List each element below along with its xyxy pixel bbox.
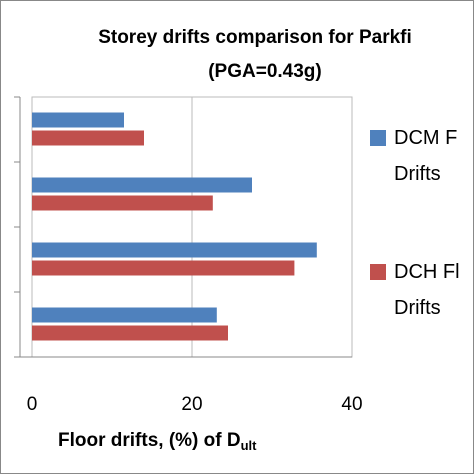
legend-entry: DCH Fl Drifts [394,261,460,319]
bar [32,325,228,341]
bar [32,112,124,128]
x-tick-label: 0 [27,394,38,415]
legend-swatch [370,130,386,146]
x-axis-label-main: Floor drifts, (%) of D [58,430,241,451]
bar [32,242,317,258]
x-axis-label: Floor drifts, (%) of Dult [58,430,257,453]
legend-label: DCH Fl Drifts [394,261,460,319]
legend-entry: DCM F Drifts [394,127,458,185]
bar [32,130,144,146]
x-tick-label: 20 [181,394,202,415]
legend-label: DCM F Drifts [394,127,458,185]
legend-swatch [370,264,386,280]
chart-subtitle: (PGA=0.43g) [208,61,322,82]
bar [32,307,217,323]
x-tick-label: 40 [341,394,362,415]
bar [32,260,295,276]
bar [32,195,213,211]
x-axis-label-sub: ult [241,438,258,453]
bar [32,177,252,193]
chart-title: Storey drifts comparison for Parkfi [98,27,412,48]
